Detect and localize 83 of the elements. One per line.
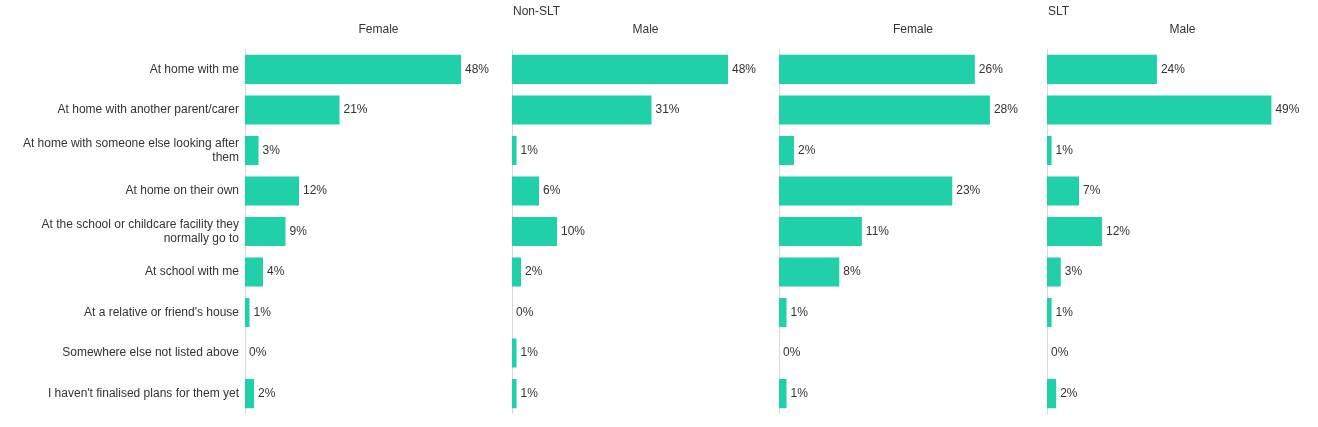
bar <box>1047 216 1102 247</box>
bar <box>245 297 250 328</box>
bar <box>512 95 652 125</box>
chart-subtitle: Male <box>631 22 660 36</box>
bar <box>245 176 299 206</box>
bar <box>512 338 517 368</box>
bar <box>779 257 840 287</box>
data-label: 0% <box>783 345 801 360</box>
y-tick-label: At home with someone else looking after them <box>22 135 239 164</box>
chart-subtitle: Female <box>357 22 400 36</box>
bar <box>1047 54 1157 85</box>
data-label: 26% <box>978 61 1004 76</box>
data-label: 3% <box>1064 264 1083 279</box>
bar <box>512 216 557 247</box>
data-label: 1% <box>520 142 539 157</box>
bar <box>245 216 286 247</box>
y-tick-label: At home with another parent/carer <box>57 102 239 117</box>
bar <box>1047 378 1057 409</box>
y-tick-label: At home with me <box>149 61 240 76</box>
chart-title: Non-SLT <box>513 4 561 18</box>
data-label: 23% <box>956 183 981 198</box>
bar <box>245 257 263 287</box>
data-label: 11% <box>865 223 890 238</box>
bar <box>512 257 521 287</box>
data-label: 21% <box>343 102 368 117</box>
bar <box>1047 257 1061 287</box>
bar <box>1047 297 1052 328</box>
data-label: 1% <box>1055 304 1074 319</box>
bar <box>512 378 517 409</box>
bar <box>779 54 975 85</box>
data-label: 12% <box>303 183 328 198</box>
data-label: 10% <box>561 223 586 238</box>
data-label: 8% <box>843 264 861 279</box>
bar <box>779 297 787 328</box>
bar <box>1047 176 1080 206</box>
data-label: 1% <box>253 304 272 319</box>
data-label: 1% <box>1055 142 1074 157</box>
bar <box>779 135 795 166</box>
bar <box>245 95 340 125</box>
bar <box>512 176 539 206</box>
y-tick-label: Somewhere else not listed above <box>62 345 240 360</box>
bar <box>779 95 990 125</box>
y-tick-label: At home on their own <box>125 183 239 198</box>
bar <box>1047 135 1052 166</box>
data-label: 2% <box>525 264 543 279</box>
bar <box>779 176 953 206</box>
data-label: 12% <box>1105 223 1131 238</box>
y-tick-label: At a relative or friend's house <box>83 304 240 319</box>
data-label: 0% <box>1051 345 1069 360</box>
y-tick-label: I haven't finalised plans for them yet <box>47 385 240 400</box>
data-label: 48% <box>465 61 490 76</box>
bar <box>512 135 517 166</box>
chart-title: SLT <box>1048 4 1070 18</box>
data-label: 0% <box>249 345 267 360</box>
data-label: 1% <box>790 385 809 400</box>
bar <box>1047 95 1272 125</box>
chart-subtitle: Female <box>892 22 934 36</box>
data-label: 1% <box>520 345 539 360</box>
data-label: 31% <box>655 102 680 117</box>
data-label: 6% <box>543 183 561 198</box>
data-label: 2% <box>258 385 276 400</box>
bar <box>245 135 259 166</box>
data-label: 1% <box>790 304 809 319</box>
bar <box>245 378 254 409</box>
y-tick-label: At the school or childcare facility they normally go to <box>41 216 240 246</box>
data-label: 2% <box>798 142 816 157</box>
data-label: 9% <box>289 223 308 238</box>
data-label: 4% <box>267 264 285 279</box>
data-label: 3% <box>262 142 281 157</box>
bar <box>779 216 862 247</box>
chart-subtitle: Male <box>1168 22 1197 36</box>
data-label: 1% <box>520 385 539 400</box>
data-label: 49% <box>1275 102 1300 117</box>
data-label: 2% <box>1060 385 1078 400</box>
data-label: 28% <box>993 102 1019 117</box>
bar <box>779 378 787 409</box>
bar <box>512 54 728 85</box>
data-label: 48% <box>732 61 757 76</box>
bar <box>245 54 461 85</box>
data-label: 0% <box>516 304 534 319</box>
y-tick-label: At school with me <box>144 264 240 279</box>
data-label: 7% <box>1083 183 1101 198</box>
data-label: 24% <box>1160 61 1186 76</box>
